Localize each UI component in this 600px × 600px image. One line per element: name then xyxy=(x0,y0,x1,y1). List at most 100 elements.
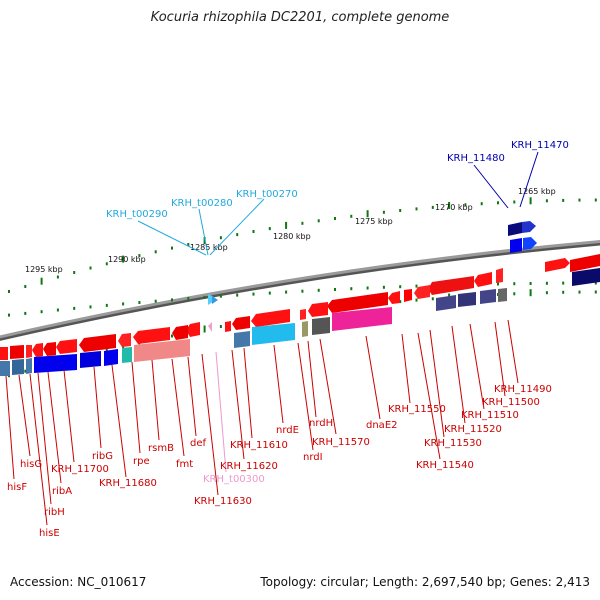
gene-label-hisg[interactable]: hisG xyxy=(20,459,42,470)
gene-rsmb[interactable] xyxy=(133,327,170,344)
func-block-3[interactable] xyxy=(480,289,496,304)
tick-mark xyxy=(252,230,255,233)
leader-line-hise xyxy=(29,373,48,526)
gene-fwd-6[interactable] xyxy=(414,285,430,299)
gene-fwd-7[interactable] xyxy=(404,289,412,302)
leader-line-krh_11680 xyxy=(111,364,127,478)
gene-dnae2[interactable] xyxy=(327,292,388,313)
func-block-4[interactable] xyxy=(458,292,476,307)
gene-label-krh_11500[interactable]: KRH_11500 xyxy=(482,397,540,408)
func-block-7[interactable] xyxy=(312,317,330,335)
gene-hisg[interactable] xyxy=(26,345,32,358)
tick-mark xyxy=(171,334,173,338)
tick-mark xyxy=(399,300,402,304)
func-block-13[interactable] xyxy=(104,349,118,366)
gene-label-krh_t00280[interactable]: KRH_t00280 xyxy=(171,198,233,209)
tick-mark xyxy=(513,282,516,286)
scale-labels: 1265 kbp 1270 kbp 1275 kbp 1280 kbp 1285… xyxy=(25,187,556,274)
func-block-1[interactable] xyxy=(572,268,600,286)
gene-label-nrde[interactable]: nrdE xyxy=(276,425,299,436)
gene-blue-a[interactable] xyxy=(510,238,522,253)
tick-mark xyxy=(513,200,516,204)
gene-ribg[interactable] xyxy=(56,339,77,354)
gene-ribh[interactable] xyxy=(43,342,56,356)
leader-line-riba xyxy=(47,371,62,484)
gene-label-krh_11630[interactable]: KRH_11630 xyxy=(194,496,252,507)
gene-label-hisf[interactable]: hisF xyxy=(7,482,27,493)
func-block-17[interactable] xyxy=(12,359,24,375)
gene-fwd-11[interactable] xyxy=(300,309,306,320)
gene-label-krh_t00290[interactable]: KRH_t00290 xyxy=(106,209,168,220)
gene-def[interactable] xyxy=(186,322,200,337)
gene-label-riba[interactable]: ribA xyxy=(52,486,72,497)
gene-fwd-13[interactable] xyxy=(232,316,250,330)
func-block-8[interactable] xyxy=(302,321,308,337)
gene-label-krh_11550[interactable]: KRH_11550 xyxy=(388,404,446,415)
gene-krh-11490[interactable] xyxy=(545,258,570,272)
gene-fwd-5[interactable] xyxy=(428,276,474,295)
gene-fwd-end[interactable] xyxy=(0,347,8,360)
func-block-12[interactable] xyxy=(122,347,132,363)
gene-label-krh_11540[interactable]: KRH_11540 xyxy=(416,460,474,471)
func-block-14[interactable] xyxy=(80,351,101,368)
tick-mark xyxy=(431,205,434,209)
func-block-5[interactable] xyxy=(436,295,456,311)
map-title: Kocuria rhizophila DC2201, complete geno… xyxy=(150,10,450,25)
func-block-15[interactable] xyxy=(34,354,77,373)
gene-label-krh_11490[interactable]: KRH_11490 xyxy=(494,384,552,395)
gene-label-krh_11610[interactable]: KRH_11610 xyxy=(230,440,288,451)
gene-label-krh_11480[interactable]: KRH_11480 xyxy=(447,153,505,164)
func-block-9[interactable] xyxy=(252,323,295,345)
scale-label-1280: 1280 kbp xyxy=(273,232,311,241)
gene-krh-11480[interactable] xyxy=(508,222,522,236)
gene-riba[interactable] xyxy=(32,343,43,357)
gene-label-krh_11520[interactable]: KRH_11520 xyxy=(444,424,502,435)
gene-rpe[interactable] xyxy=(118,333,131,347)
func-block-2[interactable] xyxy=(498,288,507,302)
gene-fwd-14[interactable] xyxy=(225,321,231,332)
gene-trna-t00300[interactable] xyxy=(208,322,212,332)
tick-mark xyxy=(399,285,402,289)
gene-label-ribg[interactable]: ribG xyxy=(92,451,113,462)
func-block-18[interactable] xyxy=(0,361,10,376)
gene-label-fmt[interactable]: fmt xyxy=(176,459,193,470)
gene-label-rsmb[interactable]: rsmB xyxy=(148,443,174,454)
tick-mark xyxy=(562,198,565,202)
gene-fwd-8[interactable] xyxy=(388,291,400,304)
func-block-11[interactable] xyxy=(134,339,190,362)
scale-ticks-outer xyxy=(8,197,597,293)
gene-label-krh_11620[interactable]: KRH_11620 xyxy=(220,461,278,472)
gene-label-krh_11570[interactable]: KRH_11570 xyxy=(312,437,370,448)
gene-label-krh_11470[interactable]: KRH_11470 xyxy=(511,140,569,151)
gene-hisf[interactable] xyxy=(10,345,24,359)
gene-trna-arrow[interactable] xyxy=(212,296,218,304)
gene-label-krh_t00270[interactable]: KRH_t00270 xyxy=(236,189,298,200)
gene-label-krh_11510[interactable]: KRH_11510 xyxy=(461,410,519,421)
gene-fwd-10[interactable] xyxy=(308,302,328,317)
gene-label-rpe[interactable]: rpe xyxy=(133,456,150,467)
gene-label-dnae2[interactable]: dnaE2 xyxy=(366,420,398,431)
gene-label-nrdi[interactable]: nrdI xyxy=(303,452,323,463)
func-block-6[interactable] xyxy=(332,307,392,331)
func-block-16[interactable] xyxy=(26,358,32,374)
gene-fwd-12[interactable] xyxy=(251,309,290,327)
gene-krh-11680[interactable] xyxy=(79,334,116,352)
gene-label-krh_11530[interactable]: KRH_11530 xyxy=(424,438,482,449)
gene-blue-b[interactable] xyxy=(523,237,537,250)
gene-label-krh_t00300[interactable]: KRH_t00300 xyxy=(203,474,265,485)
func-block-10[interactable] xyxy=(234,331,250,348)
gene-label-krh_11680[interactable]: KRH_11680 xyxy=(99,478,157,489)
gene-fwd-3[interactable] xyxy=(496,268,503,283)
gene-label-krh_11700[interactable]: KRH_11700 xyxy=(51,464,109,475)
gene-fmt[interactable] xyxy=(172,325,188,340)
tick-mark xyxy=(350,287,353,291)
gene-label-ribh[interactable]: ribH xyxy=(44,507,65,518)
gene-label-hise[interactable]: hisE xyxy=(39,528,60,539)
gene-fwd-2[interactable] xyxy=(570,254,600,272)
leader-line-krh_11520 xyxy=(451,325,466,424)
function-track xyxy=(0,268,600,376)
gene-fwd-4[interactable] xyxy=(474,272,492,287)
gene-label-nrdh[interactable]: nrdH xyxy=(309,418,333,429)
gene-label-def[interactable]: def xyxy=(190,438,207,449)
gene-krh-11470[interactable] xyxy=(522,221,536,233)
